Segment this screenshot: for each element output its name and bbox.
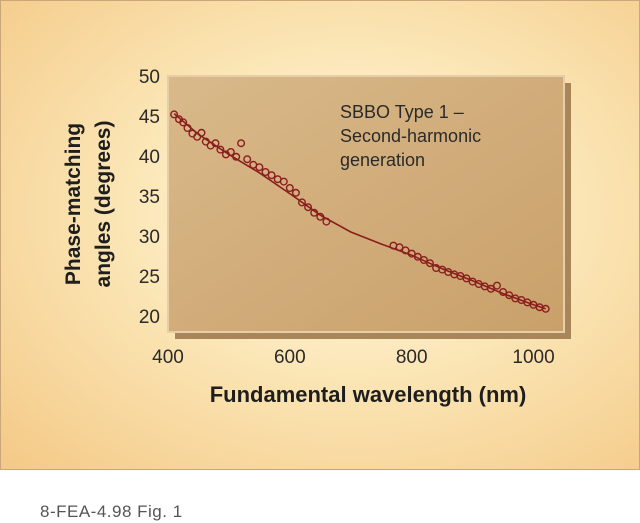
y-tick-label: 40 [139, 147, 160, 168]
data-point [216, 145, 225, 154]
fit-line [173, 112, 546, 310]
data-point [304, 203, 313, 212]
data-point [243, 155, 252, 164]
data-point [541, 304, 550, 313]
chart-annotation: Second-harmonic [340, 126, 481, 146]
x-tick-label: 600 [274, 347, 306, 368]
y-axis-label: angles (degrees) [92, 121, 115, 288]
y-tick-label: 35 [139, 187, 160, 208]
figure-caption: 8-FEA-4.98 Fig. 1 [40, 502, 183, 521]
y-tick-label: 25 [139, 267, 160, 288]
data-point [179, 118, 188, 127]
data-point [291, 188, 300, 197]
y-tick-label: 20 [139, 307, 160, 328]
x-axis-label: Fundamental wavelength (nm) [210, 382, 527, 407]
x-tick-label: 1000 [512, 347, 554, 368]
data-point [261, 167, 270, 176]
y-tick-label: 50 [139, 67, 160, 88]
chart-annotation: generation [340, 150, 425, 170]
data-point [170, 110, 179, 119]
data-point [285, 183, 294, 192]
chart: 20 25 30 35 40 45 50 400 600 800 1000 SBBO Type 1… [62, 67, 571, 407]
data-point [493, 281, 502, 290]
data-point [298, 198, 307, 207]
y-tick-label: 45 [139, 107, 160, 128]
y-axis-label: Phase-matching [62, 123, 85, 285]
y-tick-label: 30 [139, 227, 160, 248]
data-point [426, 259, 435, 268]
data-point [279, 177, 288, 186]
data-point [255, 163, 264, 172]
data-point [462, 274, 471, 283]
x-tick-label: 800 [396, 347, 428, 368]
x-tick-label: 400 [152, 347, 184, 368]
chart-annotation: SBBO Type 1 – [340, 102, 464, 122]
data-point [237, 139, 246, 148]
data-point [486, 284, 495, 293]
data-point [267, 171, 276, 180]
